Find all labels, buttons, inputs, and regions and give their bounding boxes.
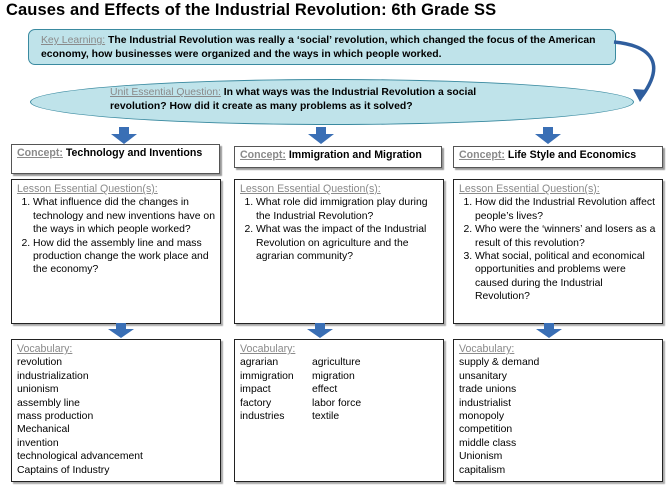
down-arrow-icon <box>111 127 137 144</box>
list-item: textile <box>312 411 340 423</box>
list-item: industrialization <box>17 370 89 382</box>
down-arrow-icon <box>307 323 333 338</box>
key-learning-box: Key Learning: The Industrial Revolution … <box>28 29 616 65</box>
page-title: Causes and Effects of the Industrial Rev… <box>6 1 497 19</box>
list-item: What role did immigration play during th… <box>256 196 438 223</box>
unit-question-body: In what ways was the Industrial Revoluti… <box>110 87 477 112</box>
list-item: effect <box>312 384 338 396</box>
concept-box-immigration: Concept: Immigration and Migration <box>234 146 442 168</box>
list-item: mass production <box>17 411 94 423</box>
down-arrow-icon <box>536 323 562 338</box>
unit-question-text: Unit Essential Question: In what ways wa… <box>110 86 530 114</box>
list-item: industries <box>240 411 285 423</box>
list-item: immigration <box>240 370 294 382</box>
vocabulary-label: Vocabulary: <box>17 343 73 355</box>
vocabulary-box-2: Vocabulary: agrarian agriculture immigra… <box>234 339 444 482</box>
lesson-questions-box-3: Lesson Essential Question(s): How did th… <box>453 179 663 324</box>
list-item: trade unions <box>459 384 517 396</box>
list-item: agriculture <box>312 357 361 369</box>
lesson-questions-box-1: Lesson Essential Question(s): What influ… <box>11 179 221 324</box>
lesson-questions-label: Lesson Essential Question(s): <box>17 183 158 195</box>
list-item: Who were the ‘winners’ and losers as a r… <box>475 223 657 250</box>
list-item: competition <box>459 424 513 436</box>
list-item: unionism <box>17 384 59 396</box>
lesson-questions-label: Lesson Essential Question(s): <box>459 183 600 195</box>
vocabulary-box-1: Vocabulary: revolution industrialization… <box>11 339 221 482</box>
concept-box-lifestyle: Concept: Life Style and Economics <box>453 146 663 168</box>
list-item: Unionism <box>459 451 503 463</box>
list-item: labor force <box>312 397 362 409</box>
list-item: capitalism <box>459 464 506 476</box>
vocabulary-label: Vocabulary: <box>459 343 515 355</box>
list-item: impact <box>240 384 271 396</box>
list-item: technological advancement <box>17 451 143 463</box>
list-item: middle class <box>459 437 517 449</box>
list-item: How did the Industrial Revolution affect… <box>475 196 657 223</box>
concept-title: Immigration and Migration <box>288 149 422 161</box>
list-item: migration <box>312 370 355 382</box>
concept-label: Concept: <box>17 147 63 159</box>
concept-box-technology: Concept: Technology and Inventions <box>11 144 220 174</box>
vocabulary-label: Vocabulary: <box>240 343 296 355</box>
list-item: supply & demand <box>459 357 540 369</box>
curved-arrow-icon <box>613 40 656 102</box>
concept-title: Life Style and Economics <box>507 149 637 161</box>
list-item: revolution <box>17 357 63 369</box>
list-item: factory <box>240 397 272 409</box>
list-item: industrialist <box>459 397 511 409</box>
down-arrow-icon <box>108 323 134 338</box>
down-arrow-icon <box>308 127 334 144</box>
list-item: monopoly <box>459 411 505 423</box>
list-item: Mechanical <box>17 424 70 436</box>
concept-label: Concept: <box>240 149 286 161</box>
list-item: unsanitary <box>459 370 507 382</box>
lesson-questions-label: Lesson Essential Question(s): <box>240 183 381 195</box>
vocabulary-box-3: Vocabulary: supply & demand unsanitary t… <box>453 339 663 482</box>
list-item: assembly line <box>17 397 80 409</box>
key-learning-text: The Industrial Revolution was really a ‘… <box>41 35 596 60</box>
list-item: Captains of Industry <box>17 464 110 476</box>
unit-question-ellipse <box>30 79 634 125</box>
lesson-questions-box-2: Lesson Essential Question(s): What role … <box>234 179 444 324</box>
unit-question-label: Unit Essential Question: <box>110 87 221 98</box>
list-item: How did the assembly line and mass produ… <box>33 237 215 277</box>
down-arrow-icon <box>535 127 561 144</box>
concept-title: Technology and Inventions <box>65 147 203 159</box>
list-item: What social, political and economical op… <box>475 250 657 304</box>
concept-label: Concept: <box>459 149 505 161</box>
list-item: What was the impact of the Industrial Re… <box>256 223 438 263</box>
list-item: What influence did the changes in techno… <box>33 196 215 236</box>
list-item: invention <box>17 437 59 449</box>
key-learning-label: Key Learning: <box>41 35 106 46</box>
list-item: agrarian <box>240 357 279 369</box>
